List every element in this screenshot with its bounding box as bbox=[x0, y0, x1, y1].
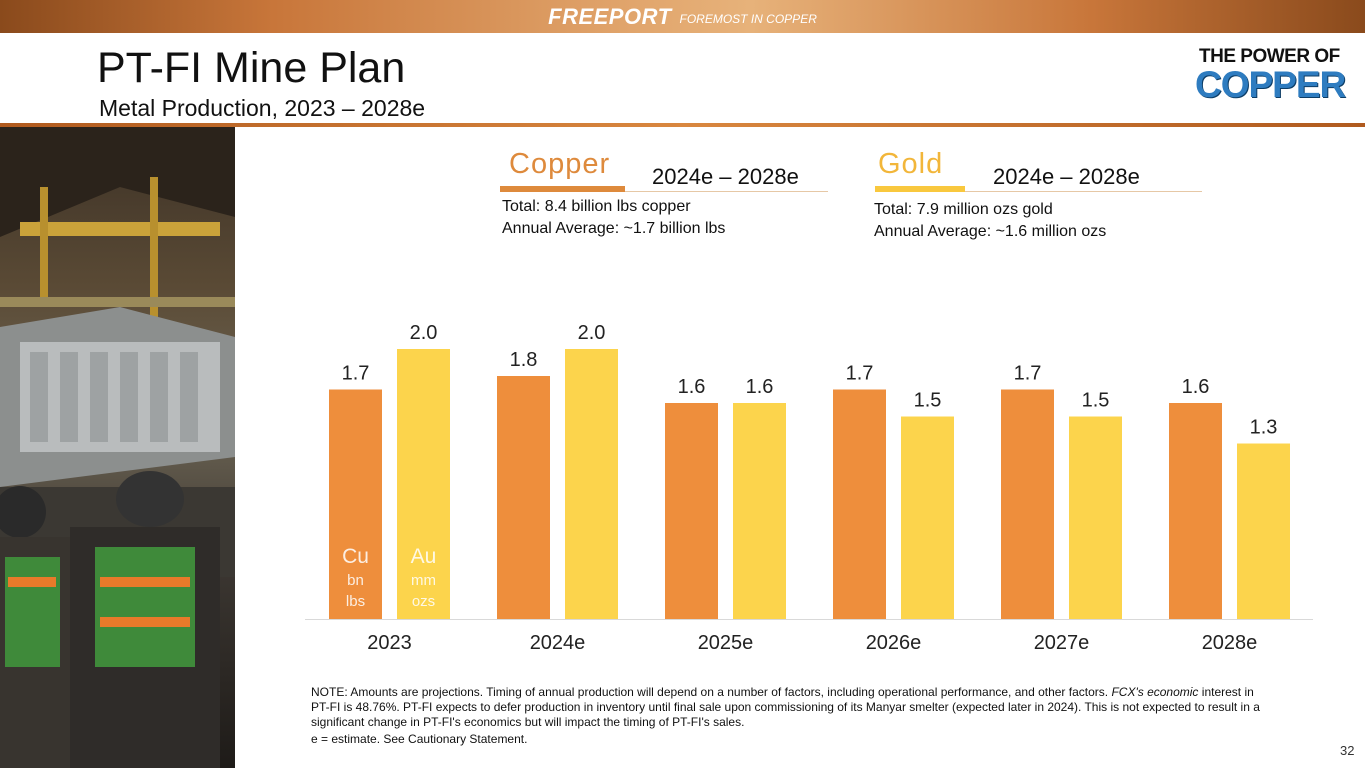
data-label-au-2027e: 1.5 bbox=[1082, 390, 1110, 412]
gold-legend-average: Annual Average: ~1.6 million ozs bbox=[874, 223, 1107, 240]
page-subtitle: Metal Production, 2023 – 2028e bbox=[99, 95, 426, 121]
data-label-cu-2025e: 1.6 bbox=[678, 376, 706, 398]
x-tick-label-2026e: 2026e bbox=[866, 632, 922, 654]
copper-legend-swatch bbox=[500, 186, 625, 192]
series-unit-line1-au: mm bbox=[411, 572, 436, 589]
series-symbol-cu: Cu bbox=[342, 545, 369, 568]
bar-au-2024e bbox=[565, 349, 618, 619]
bar-au-2026e bbox=[901, 416, 954, 619]
data-label-cu-2023: 1.7 bbox=[342, 363, 370, 385]
bar-cu-2027e bbox=[1001, 389, 1054, 619]
bar-au-2028e bbox=[1237, 443, 1290, 619]
data-label-cu-2024e: 1.8 bbox=[510, 349, 538, 371]
data-label-au-2026e: 1.5 bbox=[914, 390, 942, 412]
bar-au-2023 bbox=[397, 349, 450, 619]
x-tick-label-2023: 2023 bbox=[367, 632, 412, 654]
mine-photo-illustration bbox=[0, 127, 235, 768]
bar-au-2025e bbox=[733, 403, 786, 619]
copper-legend-head: Copper bbox=[509, 148, 610, 181]
data-label-cu-2026e: 1.7 bbox=[846, 363, 874, 385]
gold-legend-head: Gold bbox=[878, 148, 943, 181]
bar-au-2027e bbox=[1069, 416, 1122, 619]
power-of-copper-logo: THE POWER OF COPPER bbox=[1195, 46, 1353, 108]
header-divider bbox=[0, 123, 1365, 127]
gold-legend-range: 2024e – 2028e bbox=[993, 164, 1140, 189]
footnote-note-prefix: NOTE: Amounts are projections. Timing of… bbox=[311, 685, 1112, 699]
gold-legend-swatch bbox=[875, 186, 965, 192]
series-unit-line2-au: ozs bbox=[412, 593, 435, 610]
copper-legend-rule bbox=[500, 191, 828, 192]
data-label-cu-2028e: 1.6 bbox=[1182, 376, 1210, 398]
bar-cu-2028e bbox=[1169, 403, 1222, 619]
footnote-note-suffix: interest in PT-FI is 48.76%. PT-FI expec… bbox=[311, 685, 1260, 729]
series-unit-line2-cu: lbs bbox=[346, 593, 365, 610]
footnote-note-italic: FCX's economic bbox=[1111, 685, 1199, 699]
copper-legend-average: Annual Average: ~1.7 billion lbs bbox=[502, 220, 726, 237]
mine-photo bbox=[0, 127, 235, 768]
gold-legend-label: Gold bbox=[878, 148, 944, 180]
bar-cu-2023 bbox=[329, 389, 382, 619]
data-label-au-2024e: 2.0 bbox=[578, 322, 606, 344]
brand-tagline: FOREMOST IN COPPER bbox=[679, 11, 817, 26]
brand-name: FREEPORT bbox=[548, 3, 672, 29]
x-tick-label-2027e: 2027e bbox=[1034, 632, 1090, 654]
copper-legend-label: Copper bbox=[509, 148, 611, 180]
logo-line-1: THE POWER OF bbox=[1199, 46, 1340, 67]
footnote-note: NOTE: Amounts are projections. Timing of… bbox=[311, 685, 1271, 730]
series-unit-line1-cu: bn bbox=[347, 572, 364, 589]
data-label-au-2028e: 1.3 bbox=[1250, 417, 1278, 439]
data-label-au-2023: 2.0 bbox=[410, 322, 438, 344]
brand-bar: FREEPORT FOREMOST IN COPPER bbox=[0, 0, 1365, 33]
copper-legend-total: Total: 8.4 billion lbs copper bbox=[502, 198, 691, 215]
bar-cu-2025e bbox=[665, 403, 718, 619]
bar-cu-2026e bbox=[833, 389, 886, 619]
footnote-estimate: e = estimate. See Cautionary Statement. bbox=[311, 732, 528, 746]
gold-legend-total: Total: 7.9 million ozs gold bbox=[874, 201, 1053, 218]
logo-line-2: COPPER bbox=[1195, 64, 1346, 105]
bar-cu-2024e bbox=[497, 376, 550, 619]
data-label-au-2025e: 1.6 bbox=[746, 376, 774, 398]
x-tick-label-2028e: 2028e bbox=[1202, 632, 1258, 654]
page-title: PT-FI Mine Plan bbox=[97, 44, 406, 92]
data-label-cu-2027e: 1.7 bbox=[1014, 363, 1042, 385]
gold-legend-rule bbox=[875, 191, 1202, 192]
page-number: 32 bbox=[1340, 743, 1355, 758]
series-symbol-au: Au bbox=[411, 545, 437, 568]
copper-legend-range: 2024e – 2028e bbox=[652, 164, 799, 189]
x-tick-label-2025e: 2025e bbox=[698, 632, 754, 654]
x-tick-label-2024e: 2024e bbox=[530, 632, 586, 654]
